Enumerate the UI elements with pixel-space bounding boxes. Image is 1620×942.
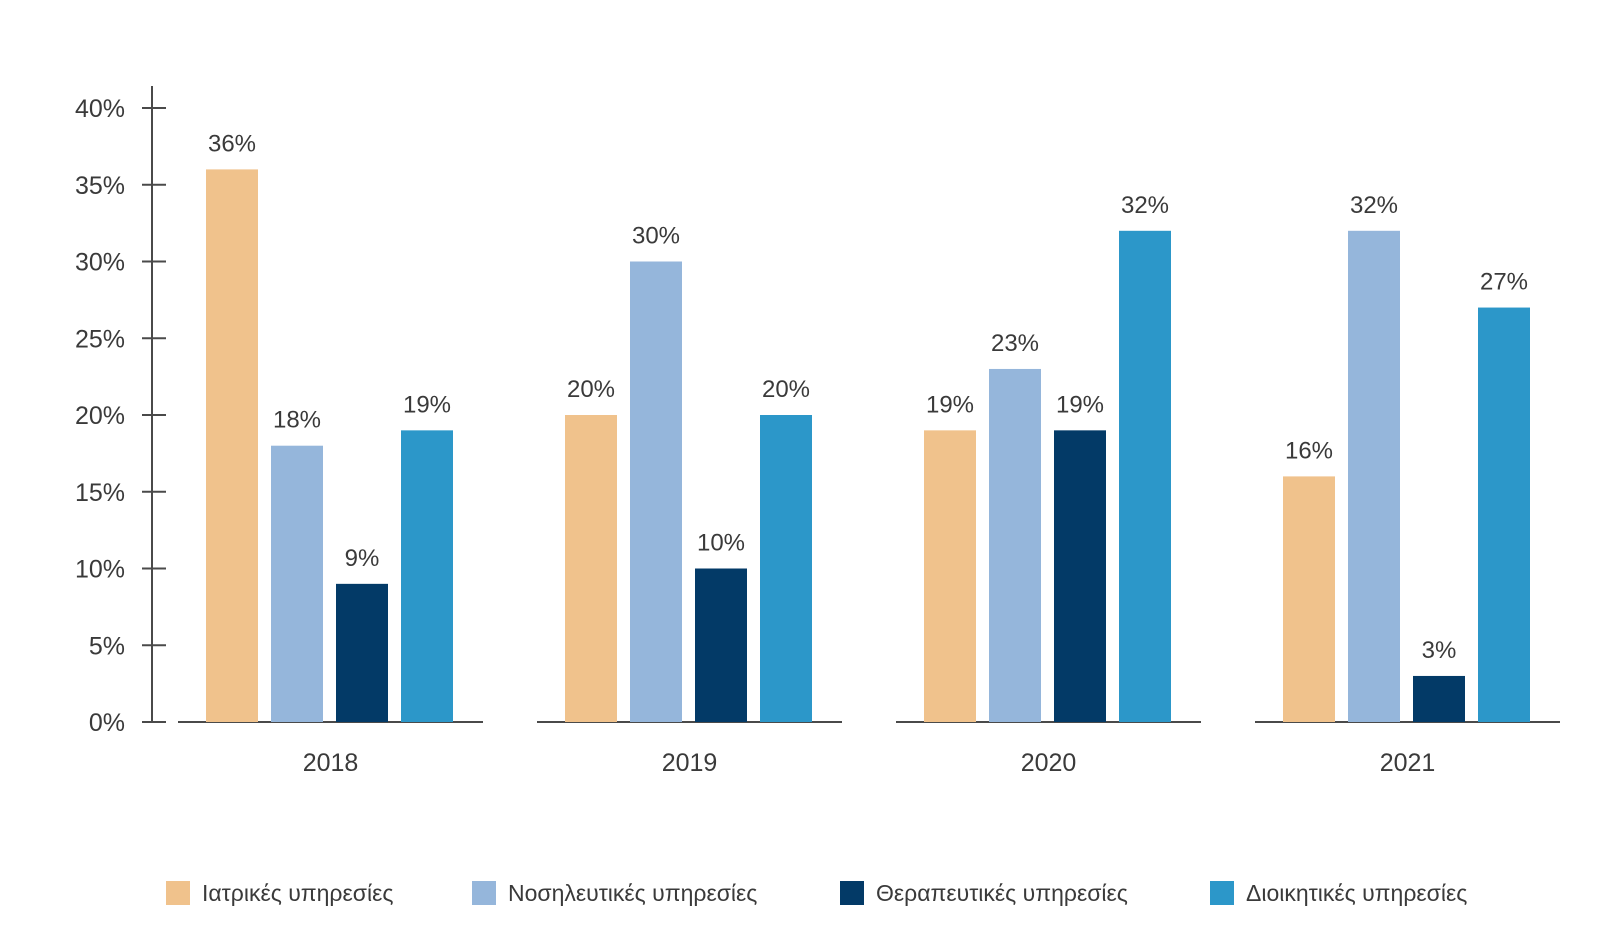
legend-swatch: [166, 881, 190, 905]
data-label: 20%: [567, 376, 615, 403]
data-label: 9%: [345, 545, 380, 572]
bar: [1348, 230, 1400, 723]
legend-label: Νοσηλευτικές υπηρεσίες: [508, 880, 757, 906]
data-label: 16%: [1285, 437, 1333, 464]
y-tick-label: 10%: [75, 556, 125, 584]
legend-label: Ιατρικές υπηρεσίες: [202, 880, 393, 906]
bar: [924, 430, 976, 722]
data-label: 20%: [762, 376, 810, 403]
bar: [206, 169, 258, 722]
data-label: 18%: [273, 407, 321, 434]
data-labels: 36% 18% 9% 19% 20% 30% 10% 20% 19% 23% 19% 32% 16% 32…: [208, 130, 1528, 664]
bar: [695, 568, 747, 722]
data-label: 32%: [1350, 192, 1398, 219]
bar: [630, 261, 682, 722]
legend-item: Θεραπευτικές υπηρεσίες: [840, 880, 1128, 906]
bar: [565, 415, 617, 722]
y-tick-label: 40%: [75, 95, 125, 123]
bar: [989, 368, 1041, 722]
bar: [336, 583, 388, 722]
y-tick-label: 25%: [75, 325, 125, 353]
data-label: 23%: [991, 330, 1039, 357]
bar: [760, 415, 812, 722]
category-label: 2021: [1380, 749, 1436, 777]
bar: [1478, 307, 1530, 722]
category-labels: 2018 2019 2020 2021: [303, 749, 1436, 777]
y-tick-label: 20%: [75, 402, 125, 430]
category-label: 2020: [1021, 749, 1077, 777]
legend: Ιατρικές υπηρεσίες Νοσηλευτικές υπηρεσίες…: [166, 880, 1467, 906]
bar: [1054, 430, 1106, 722]
bar: [401, 430, 453, 722]
y-tick-label: 15%: [75, 479, 125, 507]
data-label: 30%: [632, 223, 680, 250]
bars: [206, 169, 1530, 723]
data-label: 27%: [1480, 269, 1528, 296]
y-tick-label: 0%: [89, 709, 125, 737]
legend-item: Νοσηλευτικές υπηρεσίες: [472, 880, 757, 906]
legend-swatch: [472, 881, 496, 905]
bar: [271, 445, 323, 722]
legend-item: Διοικητικές υπηρεσίες: [1210, 880, 1467, 906]
bar: [1119, 230, 1171, 723]
data-label: 36%: [208, 130, 256, 157]
data-label: 32%: [1121, 192, 1169, 219]
legend-swatch: [840, 881, 864, 905]
data-label: 19%: [926, 391, 974, 418]
y-axis: 0% 5% 10% 15% 20% 25% 30% 35% 40%: [75, 86, 166, 737]
legend-label: Διοικητικές υπηρεσίες: [1246, 880, 1467, 906]
data-label: 19%: [1056, 391, 1104, 418]
y-tick-label: 5%: [89, 632, 125, 660]
y-tick-label: 35%: [75, 172, 125, 200]
y-tick-label: 30%: [75, 249, 125, 277]
bar: [1413, 675, 1465, 722]
data-label: 19%: [403, 391, 451, 418]
legend-label: Θεραπευτικές υπηρεσίες: [876, 880, 1128, 906]
data-label: 3%: [1422, 637, 1457, 664]
category-label: 2019: [662, 749, 718, 777]
legend-item: Ιατρικές υπηρεσίες: [166, 880, 393, 906]
data-label: 10%: [697, 530, 745, 557]
bar: [1283, 476, 1335, 722]
legend-swatch: [1210, 881, 1234, 905]
category-label: 2018: [303, 749, 359, 777]
